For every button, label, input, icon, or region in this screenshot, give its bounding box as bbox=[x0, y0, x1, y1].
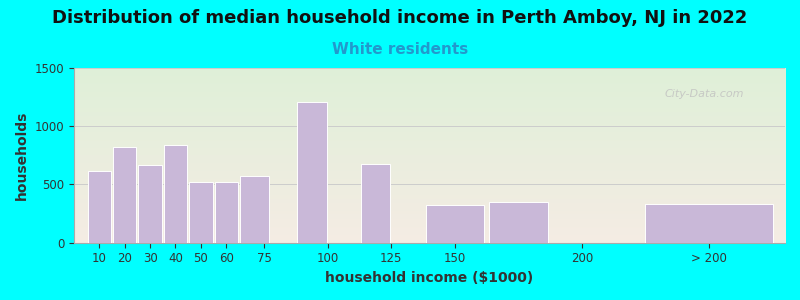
Text: White residents: White residents bbox=[332, 42, 468, 57]
Bar bbox=[164, 145, 187, 243]
X-axis label: household income ($1000): household income ($1000) bbox=[326, 271, 534, 285]
Bar bbox=[489, 202, 547, 243]
Bar bbox=[298, 102, 326, 243]
Bar bbox=[214, 182, 238, 243]
Y-axis label: households: households bbox=[15, 111, 29, 200]
Bar bbox=[426, 206, 484, 243]
Bar bbox=[240, 176, 270, 243]
Bar bbox=[113, 147, 136, 243]
Text: Distribution of median household income in Perth Amboy, NJ in 2022: Distribution of median household income … bbox=[52, 9, 748, 27]
Bar bbox=[190, 182, 213, 243]
Bar bbox=[645, 204, 773, 243]
Bar bbox=[361, 164, 390, 243]
Bar bbox=[88, 170, 111, 243]
Text: City-Data.com: City-Data.com bbox=[664, 89, 744, 99]
Bar bbox=[138, 165, 162, 243]
